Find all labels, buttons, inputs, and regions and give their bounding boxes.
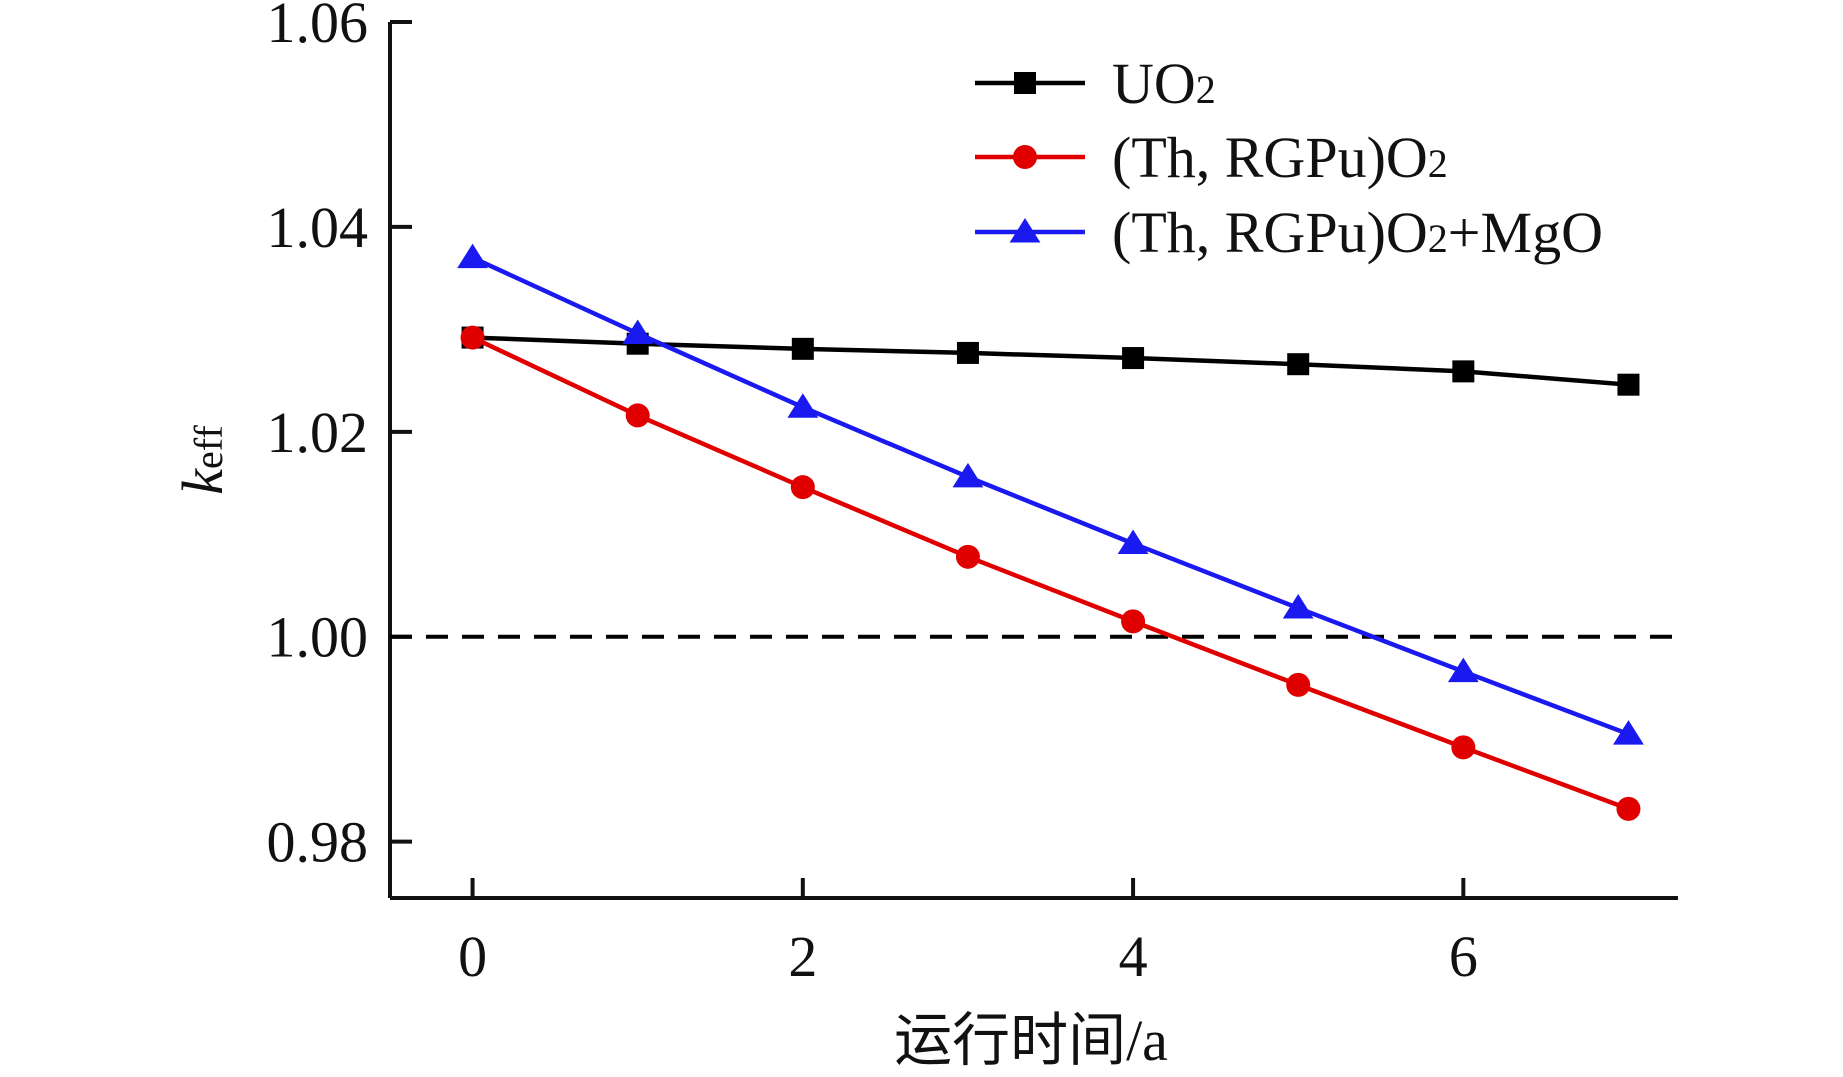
data-point — [1617, 373, 1640, 396]
data-point — [622, 319, 654, 344]
data-point — [625, 403, 650, 428]
legend-item: UO2 — [975, 51, 1216, 116]
data-point — [955, 544, 980, 569]
x-axis-title: 运行时间/a — [894, 1008, 1168, 1073]
series-2 — [457, 243, 1644, 745]
axis-titles: 运行时间/a keff — [170, 425, 1168, 1073]
y-tick-label: 1.02 — [267, 400, 369, 465]
data-point — [1616, 796, 1641, 821]
series-line — [471, 255, 1630, 737]
data-point — [1451, 735, 1476, 760]
data-point — [1452, 360, 1475, 383]
x-tick-label: 0 — [458, 924, 487, 989]
data-point — [1117, 529, 1149, 555]
data-point — [1613, 720, 1644, 745]
y-tick-label: 0.98 — [267, 810, 369, 875]
ticks: 0.98 1.00 1.02 1.04 1.06 0 2 4 6 — [267, 0, 1478, 989]
data-point — [1282, 594, 1314, 619]
legend-label: (Th, RGPu)O2 — [1112, 125, 1448, 190]
series-1 — [460, 325, 1641, 821]
data-point — [790, 475, 815, 500]
data-point — [787, 393, 819, 418]
x-tick-label: 6 — [1449, 924, 1478, 989]
data-point — [791, 337, 814, 360]
x-tick-label: 2 — [788, 924, 817, 989]
data-point — [457, 243, 488, 269]
series-line — [471, 335, 1630, 811]
legend-item: (Th, RGPu)O2 — [975, 125, 1448, 190]
legend-marker — [1014, 72, 1036, 94]
y-tick-label: 1.00 — [267, 605, 369, 670]
legend-label: (Th, RGPu)O2+MgO — [1112, 200, 1603, 265]
legend-item: (Th, RGPu)O2+MgO — [975, 200, 1603, 265]
data-point — [1447, 657, 1479, 683]
y-tick-label: 1.06 — [267, 0, 369, 55]
data-point — [1286, 672, 1311, 697]
x-tick-label: 4 — [1119, 924, 1148, 989]
data-point — [1287, 353, 1310, 376]
legend-marker — [1013, 145, 1037, 169]
legend: UO2 (Th, RGPu)O2 (Th, RGPu)O2+MgO — [975, 51, 1603, 265]
legend-marker — [1009, 218, 1041, 243]
y-axis-title: keff — [170, 425, 235, 495]
data-point — [1121, 609, 1146, 634]
data-point — [952, 462, 984, 488]
data-point — [460, 325, 485, 350]
data-point — [1122, 347, 1145, 370]
data-point — [956, 341, 979, 364]
legend-label: UO2 — [1112, 51, 1216, 116]
y-tick-label: 1.04 — [267, 195, 369, 260]
series-group — [390, 243, 1678, 821]
